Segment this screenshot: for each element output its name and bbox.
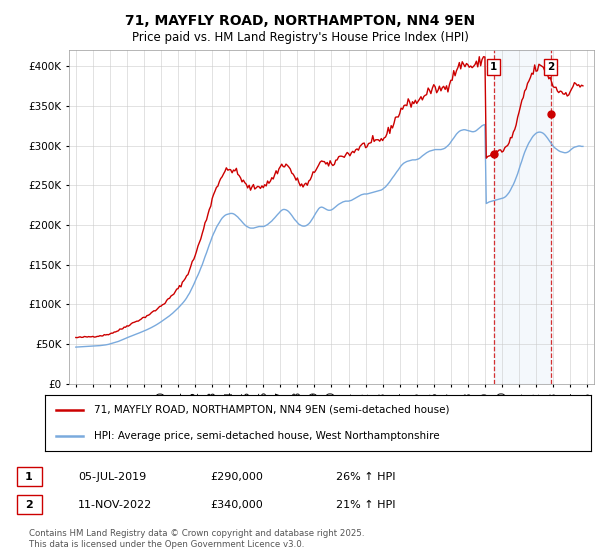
Text: 26% ↑ HPI: 26% ↑ HPI [336, 472, 395, 482]
Text: 2: 2 [547, 62, 554, 72]
Text: 71, MAYFLY ROAD, NORTHAMPTON, NN4 9EN: 71, MAYFLY ROAD, NORTHAMPTON, NN4 9EN [125, 14, 475, 28]
Text: 71, MAYFLY ROAD, NORTHAMPTON, NN4 9EN (semi-detached house): 71, MAYFLY ROAD, NORTHAMPTON, NN4 9EN (s… [94, 405, 449, 415]
Text: 1: 1 [25, 472, 32, 482]
Bar [494, 50, 551, 384]
Text: 21% ↑ HPI: 21% ↑ HPI [336, 500, 395, 510]
Text: £340,000: £340,000 [210, 500, 263, 510]
Text: 2: 2 [25, 500, 32, 510]
Text: Contains HM Land Registry data © Crown copyright and database right 2025.
This d: Contains HM Land Registry data © Crown c… [29, 529, 364, 549]
Text: 11-NOV-2022: 11-NOV-2022 [78, 500, 152, 510]
Text: £290,000: £290,000 [210, 472, 263, 482]
Text: 05-JUL-2019: 05-JUL-2019 [78, 472, 146, 482]
Text: HPI: Average price, semi-detached house, West Northamptonshire: HPI: Average price, semi-detached house,… [94, 431, 440, 441]
Text: Price paid vs. HM Land Registry's House Price Index (HPI): Price paid vs. HM Land Registry's House … [131, 31, 469, 44]
Text: 1: 1 [490, 62, 497, 72]
